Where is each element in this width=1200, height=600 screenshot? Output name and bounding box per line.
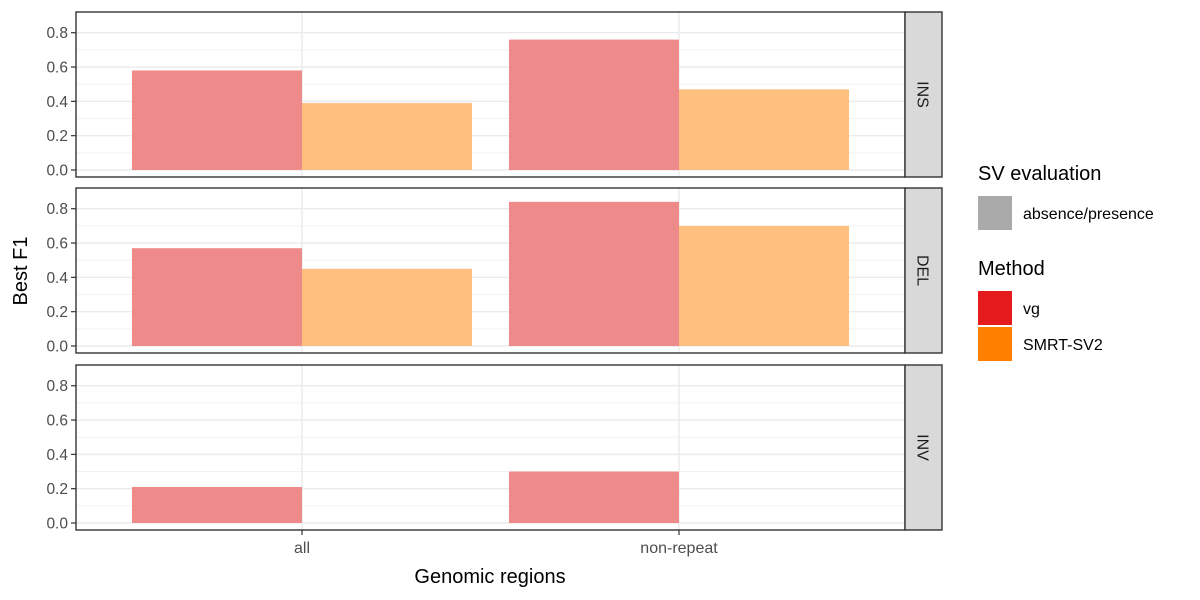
legend-key [978,291,1012,325]
bar-smrt-sv2-all [302,268,472,346]
bar-smrt-sv2-all [302,103,472,170]
bar-vg-all [132,248,302,346]
x-tick-label: non-repeat [640,540,718,557]
y-tick-label: 0.0 [46,516,68,533]
facet-strip [904,11,943,178]
facet-strip-label: DEL [914,255,931,286]
y-tick-label: 0.4 [46,270,68,287]
y-tick-label: 0.2 [46,481,68,498]
y-tick-label: 0.8 [46,201,68,218]
chart-panels: 0.00.20.40.60.8INS0.00.20.40.60.8DEL0.00… [46,11,943,533]
bar-smrt-sv2-non-repeat [679,89,849,170]
y-tick-label: 0.8 [46,25,68,42]
legend-title: SV evaluation [978,163,1101,185]
y-axis-label: Best F1 [10,237,32,306]
bar-vg-all [132,70,302,170]
y-tick-label: 0.8 [46,378,68,395]
x-axis: all non-repeat [294,530,718,557]
facet-strip-label: INV [914,434,931,461]
legend-key [978,196,1012,230]
y-tick-label: 0.4 [46,447,68,464]
facet-panel-ins: 0.0 0.2 0.4 0.6 0.8 INS [46,11,943,180]
legend-key [978,327,1012,361]
legend-label: vg [1023,301,1040,318]
bar-smrt-sv2-non-repeat [679,225,849,346]
bar-vg-non-repeat [509,471,679,523]
bar-vg-non-repeat [509,39,679,170]
facet-strip-label: INS [914,81,931,108]
x-axis-label: Genomic regions [414,566,565,588]
y-tick-label: 0.2 [46,128,68,145]
y-tick-label: 0.4 [46,94,68,111]
y-tick-label: 0.0 [46,339,68,356]
bar-vg-all [132,486,302,523]
legend-group-2: Method vg SMRT-SV2 [978,258,1103,361]
facet-panel-del: 0.0 0.2 0.4 0.6 0.8 DEL [46,187,943,356]
legend-title: Method [978,258,1045,280]
y-tick-label: 0.6 [46,413,68,430]
y-tick-label: 0.6 [46,60,68,77]
legend-label: SMRT-SV2 [1023,337,1103,354]
legend-group-1: SV evaluation absence/presence [978,163,1154,230]
facet-strip [904,364,943,531]
facet-strip [904,187,943,354]
y-tick-label: 0.0 [46,163,68,180]
facet-panel-inv: 0.0 0.2 0.4 0.6 0.8 INV [46,364,943,533]
y-tick-label: 0.2 [46,304,68,321]
x-tick-label: all [294,540,310,557]
legend-label: absence/presence [1023,206,1154,223]
y-tick-label: 0.6 [46,236,68,253]
legend: SV evaluation absence/presence Method vg SMR… [978,163,1154,361]
bar-vg-non-repeat [509,201,679,346]
